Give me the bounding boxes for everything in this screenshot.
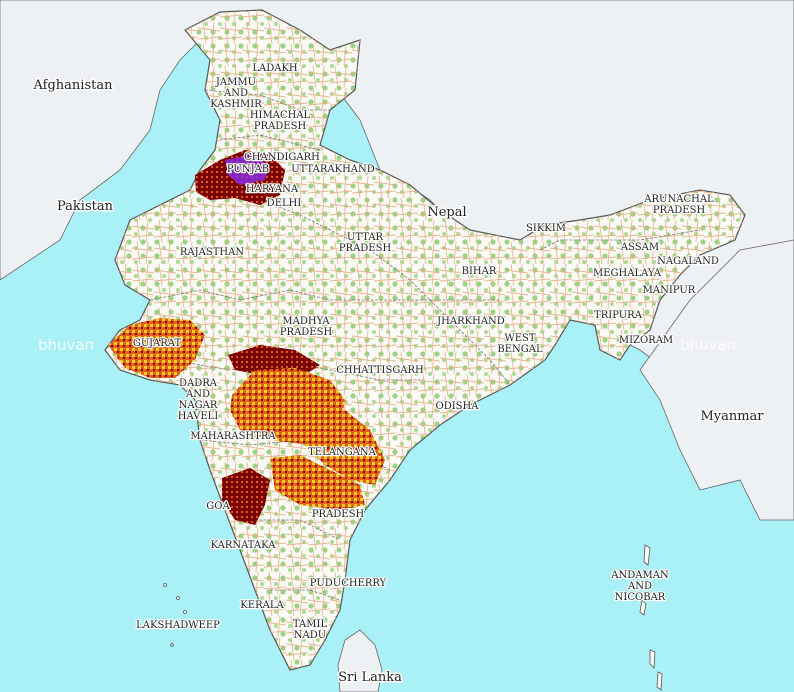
label-ap: PRADESH	[312, 509, 365, 520]
label-haryana: HARYANA	[246, 184, 299, 195]
label-sikkim: SIKKIM	[526, 223, 566, 234]
label-andaman-3: NICOBAR	[615, 592, 666, 603]
label-chandigarh: CHANDIGARH	[244, 152, 320, 163]
label-tn-1: TAMIL	[293, 619, 328, 630]
label-puducherry: PUDUCHERRY	[310, 578, 387, 589]
label-dnh-4: HAVELI	[178, 411, 219, 422]
label-gujarat: GUJARAT	[133, 338, 182, 349]
label-dnh-2: AND	[185, 389, 210, 400]
label-nagaland: NAGALAND	[657, 256, 719, 267]
label-tripura: TRIPURA	[594, 310, 643, 321]
label-jharkhand: JHARKHAND	[436, 316, 505, 327]
label-manipur: MANIPUR	[643, 285, 696, 296]
label-delhi: DELHI	[267, 198, 302, 209]
label-jammu-1: JAMMU	[215, 77, 256, 88]
label-chhattisgarh: CHHATTISGARH	[336, 365, 424, 376]
label-kerala: KERALA	[240, 600, 284, 611]
watermark-left: bhuvan	[38, 336, 94, 354]
land-east	[639, 239, 794, 521]
data-overlay	[108, 150, 385, 525]
label-karnataka: KARNATAKA	[211, 540, 277, 551]
label-pakistan: Pakistan	[57, 199, 114, 214]
label-himachal-2: PRADESH	[254, 121, 307, 132]
label-andaman-2: AND	[627, 581, 652, 592]
overlay-punjab-purple	[225, 155, 270, 185]
label-afghanistan: Afghanistan	[33, 78, 114, 93]
label-dnh-1: DADRA	[179, 378, 218, 389]
label-maharashtra: MAHARASHTRA	[190, 431, 276, 442]
overlay-gujarat	[108, 318, 205, 378]
label-up-1: UTTAR	[347, 232, 384, 243]
label-bihar: BIHAR	[462, 266, 497, 277]
label-jammu-2: AND	[223, 88, 248, 99]
label-telangana: TELANGANA	[308, 447, 377, 458]
label-himachal-1: HIMACHAL	[250, 110, 311, 121]
label-mp-1: MADHYA	[282, 316, 330, 327]
label-andaman-1: ANDAMAN	[610, 570, 669, 581]
label-lakshadweep: LAKSHADWEEP	[136, 620, 220, 631]
label-wb-2: BENGAL	[497, 344, 543, 355]
label-nepal: Nepal	[427, 205, 466, 220]
label-meghalaya: MEGHALAYA	[593, 268, 662, 279]
label-odisha: ODISHA	[436, 401, 480, 412]
sri-lanka	[337, 629, 383, 692]
label-myanmar: Myanmar	[700, 409, 764, 424]
label-sri-lanka: Sri Lanka	[338, 670, 402, 685]
label-arunachal-2: PRADESH	[653, 205, 706, 216]
label-rajasthan: RAJASTHAN	[180, 247, 244, 258]
label-tn-2: NADU	[294, 630, 326, 641]
label-dnh-3: NAGAR	[179, 400, 218, 411]
label-punjab: PUNJAB	[227, 164, 269, 175]
label-ladakh: LADAKH	[252, 63, 298, 74]
overlay-ap	[270, 455, 365, 510]
overlay-karnataka	[222, 468, 270, 525]
islands	[163, 544, 663, 691]
country-labels: Afghanistan Pakistan Nepal Myanmar Sri L…	[31, 77, 766, 687]
watermark-right: bhuvan	[680, 336, 736, 354]
label-mizoram: MIZORAM	[619, 335, 673, 346]
label-arunachal-1: ARUNACHAL	[643, 194, 714, 205]
overlay-telangana	[305, 410, 385, 485]
label-assam: ASSAM	[620, 242, 659, 253]
label-wb-1: WEST	[504, 333, 535, 344]
label-up-2: PRADESH	[339, 243, 392, 254]
label-jammu-3: KASHMIR	[210, 99, 262, 110]
label-goa: GOA	[206, 501, 230, 512]
label-uttarakhand: UTTARAKHAND	[291, 164, 375, 175]
state-labels: LADAKH JAMMU AND KASHMIR HIMACHAL PRADES…	[132, 62, 721, 643]
label-mp-2: PRADESH	[280, 327, 333, 338]
